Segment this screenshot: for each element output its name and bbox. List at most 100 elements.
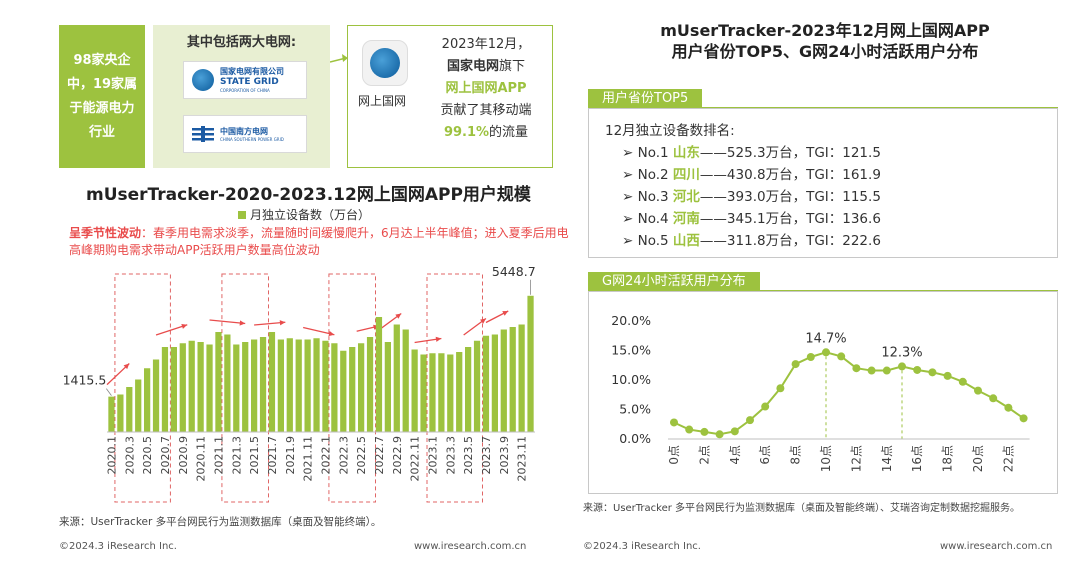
point-5点 — [746, 416, 754, 425]
bar-2020.10 — [188, 340, 195, 432]
bar-2023.10 — [509, 327, 516, 432]
bar-2021.6 — [259, 337, 267, 432]
x-tick-label: 12点 — [849, 445, 863, 472]
state-grid-logo: 国家电网有限公司 STATE GRID CORPORATION OF CHINA — [183, 61, 307, 99]
x-tick-label: 2023.9 — [498, 436, 511, 475]
x-tick-label: 6点 — [758, 445, 772, 465]
bar-2023.4 — [456, 352, 463, 432]
point-9点 — [806, 352, 815, 361]
point-8点 — [791, 360, 800, 369]
x-tick-label: 2021.9 — [284, 436, 297, 475]
point-17点 — [928, 368, 937, 377]
trend-arrowhead-icon — [279, 320, 286, 326]
point-10点 — [822, 348, 830, 357]
app-text-share: 99.1% — [443, 125, 490, 140]
rank-item: ➢ No.5 山西——311.8万台，TGI：222.6 — [622, 233, 881, 249]
x-tick-label: 2021.11 — [302, 436, 315, 482]
power-grid-box: 其中包括两大电网: 国家电网有限公司 STATE GRID CORPORATIO… — [153, 25, 330, 168]
bar-2022.10 — [402, 329, 409, 432]
point-0点 — [670, 418, 678, 427]
y-tick-label: 10.0% — [611, 372, 651, 387]
point-14点 — [882, 366, 891, 375]
bar-2021.11 — [304, 339, 311, 432]
point-13点 — [867, 366, 876, 375]
app-text-traffic: 的流量 — [489, 125, 529, 140]
bar-2020.9 — [179, 343, 186, 432]
point-21点 — [989, 394, 998, 403]
point-3点 — [715, 430, 724, 439]
x-tick-label: 2020.7 — [159, 436, 172, 475]
point-1点 — [685, 425, 694, 434]
central-soe-box: 98家央企中，19家属于能源电力行业 — [59, 25, 145, 168]
x-tick-label: 2022.11 — [409, 436, 422, 482]
bar-2023.6 — [473, 340, 481, 432]
point-2点 — [700, 427, 709, 436]
x-tick-label: 18点 — [941, 445, 955, 472]
bar-2023.3 — [447, 354, 454, 432]
x-tick-label: 2022.5 — [355, 436, 368, 475]
data-label-last: 5448.7 — [492, 264, 536, 279]
x-tick-label: 2022.7 — [373, 436, 386, 475]
x-tick-label: 2022.3 — [337, 436, 350, 475]
right-title: mUserTracker-2023年12月网上国网APP 用户省份TOP5、G网… — [615, 20, 1035, 62]
bar-2020.11 — [197, 342, 204, 432]
top5-underline — [588, 107, 1058, 108]
bar-2022.5 — [358, 343, 365, 432]
southern-grid-cn: 中国南方电网 — [220, 126, 268, 136]
legend-swatch-icon — [238, 210, 246, 219]
trend-arrowhead-icon — [239, 320, 246, 326]
bar-2020.4 — [135, 379, 142, 432]
left-copyright: ©2024.3 iResearch Inc. — [59, 541, 177, 552]
app-text-sgcc: 国家电网 — [446, 59, 499, 74]
bar-2022.7 — [375, 317, 383, 432]
x-tick-label: 2020.1 — [105, 436, 118, 475]
bar-2022.12 — [420, 354, 427, 432]
bar-2020.5 — [144, 368, 151, 432]
season-highlight-box — [114, 273, 171, 503]
state-grid-emblem-icon — [192, 69, 214, 91]
annotation-label: 12.3% — [881, 345, 922, 360]
rank-item: ➢ No.2 四川——430.8万台，TGI：161.9 — [622, 167, 881, 183]
y-tick-label: 20.0% — [611, 313, 651, 328]
southern-grid-emblem-icon — [192, 126, 214, 142]
app-box: 网上国网 2023年12月， 国家电网旗下 网上国网APP 贡献了其移动端 99… — [347, 25, 553, 168]
point-12点 — [852, 364, 861, 373]
x-tick-label: 2021.5 — [248, 436, 261, 475]
bar-2021.5 — [251, 339, 258, 432]
trend-arrowhead-icon — [480, 318, 486, 324]
bar-legend: 月独立设备数（万台） — [238, 206, 370, 223]
point-15点 — [898, 362, 906, 371]
hourly-series-line — [673, 351, 1025, 436]
rank-item: ➢ No.4 河南——345.1万台，TGI：136.6 — [622, 211, 881, 227]
x-tick-label: 20点 — [971, 445, 985, 472]
trend-arrowhead-icon — [123, 363, 130, 370]
southern-grid-sub: CHINA SOUTHERN POWER GRID — [220, 136, 284, 142]
season-highlight-box — [328, 273, 376, 503]
point-7点 — [776, 384, 785, 393]
trend-arrowhead-icon — [435, 336, 442, 342]
point-16点 — [913, 365, 922, 374]
trend-arrowhead-icon — [328, 330, 335, 337]
bar-2023.9 — [500, 329, 507, 432]
top5-intro: 12月独立设备数排名: — [605, 123, 735, 139]
x-tick-label: 2点 — [697, 445, 711, 465]
bar-2022.6 — [366, 337, 374, 432]
bar-2020.1 — [108, 396, 115, 432]
trend-arrowhead-icon — [502, 311, 509, 316]
seasonal-note-text: ：春季用电需求淡季，流量随时间缓慢爬升，6月达上半年峰值；进入夏季后用电高峰期购… — [69, 226, 569, 257]
bar-2023.12 — [527, 295, 534, 432]
bar-2023.8 — [491, 334, 498, 432]
x-tick-label: 2023.5 — [462, 436, 475, 475]
data-label-first: 1415.5 — [63, 373, 107, 388]
bar-2023.2 — [438, 353, 445, 432]
top5-section-label: 用户省份TOP5 — [588, 89, 703, 108]
bar-2023.7 — [482, 335, 490, 432]
state-grid-sub: CORPORATION OF CHINA — [220, 88, 270, 93]
app-text-line4: 贡献了其移动端 — [440, 103, 532, 118]
point-11点 — [837, 352, 846, 361]
rank-item: ➢ No.3 河北——393.0万台，TGI：115.5 — [622, 189, 881, 205]
point-6点 — [761, 402, 770, 411]
app-description: 2023年12月， 国家电网旗下 网上国网APP 贡献了其移动端 99.1%的流… — [422, 34, 550, 144]
central-soe-text: 98家央企中，19家属于能源电力行业 — [66, 52, 138, 140]
right-website: www.iresearch.com.cn — [940, 541, 1053, 552]
